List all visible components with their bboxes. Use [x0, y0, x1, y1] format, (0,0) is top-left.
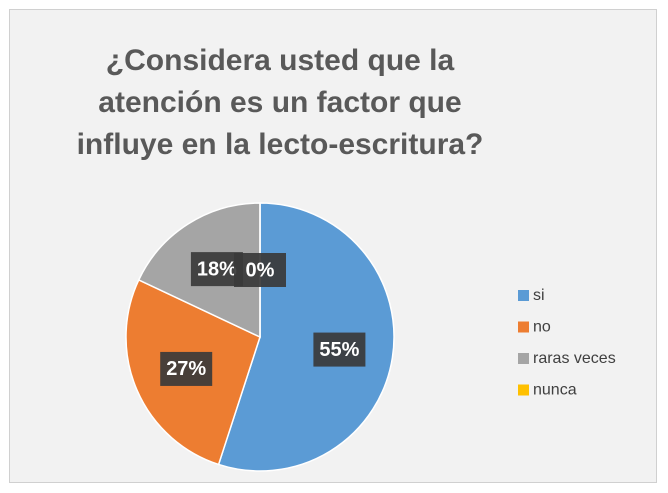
chart-title: ¿Considera usted que la atención es un f…: [76, 44, 484, 161]
legend-label: no: [533, 319, 551, 336]
data-label-box: [234, 253, 286, 287]
data-label: 0%: [246, 259, 275, 281]
data-label: 55%: [319, 339, 359, 361]
legend-label: si: [533, 287, 545, 304]
data-label-box: [313, 332, 366, 367]
legend-swatch: [518, 321, 529, 333]
data-label: 18%: [197, 258, 237, 280]
legend-swatch: [518, 384, 529, 396]
legend-swatch: [518, 353, 529, 364]
legend-label: nunca: [533, 382, 577, 399]
legend-label: raras veces: [533, 350, 616, 367]
legend-swatch: [518, 290, 529, 301]
data-label-box: [160, 351, 213, 386]
data-label: 27%: [166, 358, 206, 380]
